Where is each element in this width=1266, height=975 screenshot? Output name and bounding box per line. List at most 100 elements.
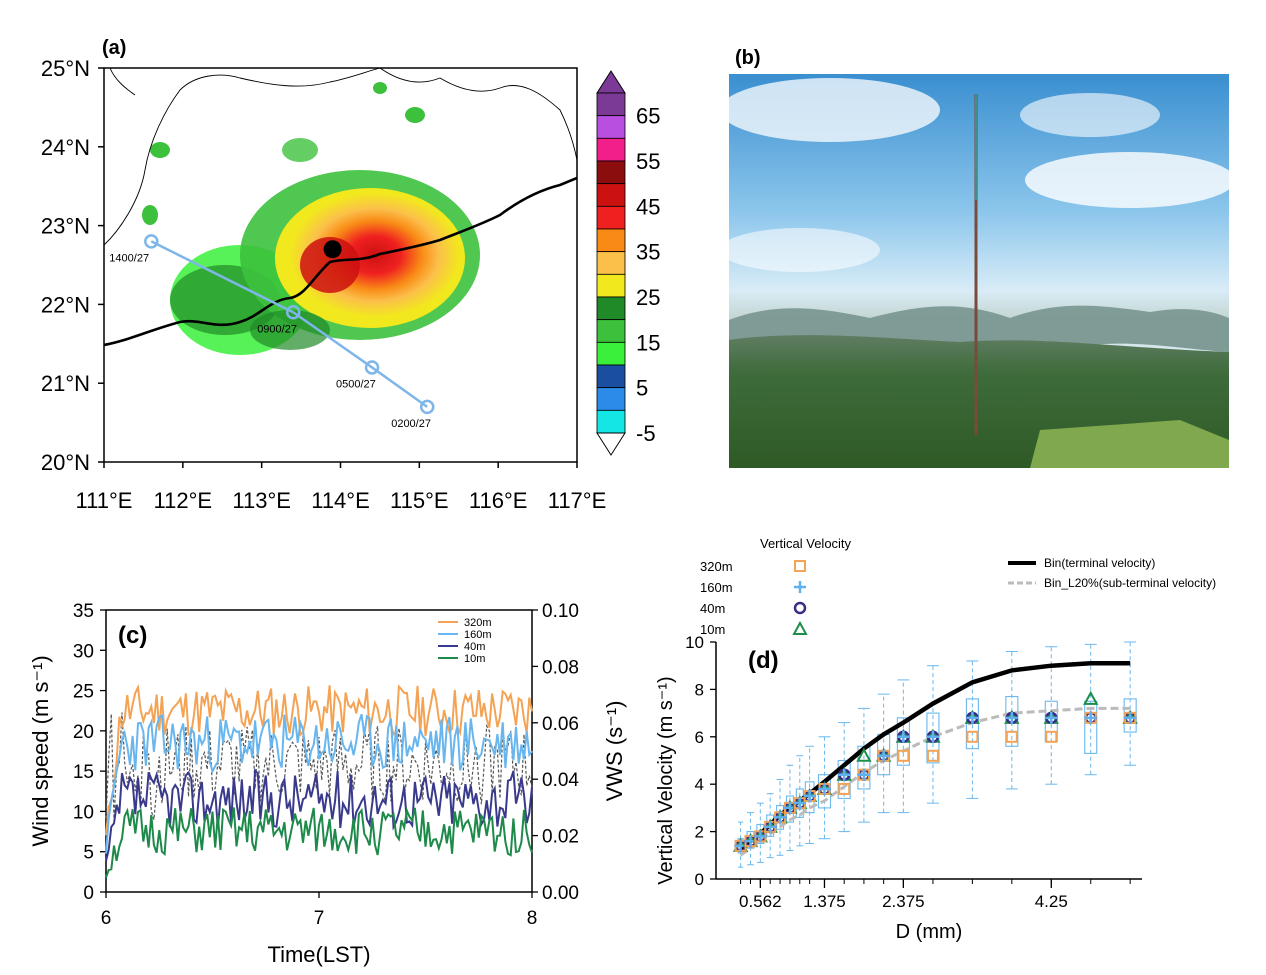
legend-level-marker xyxy=(794,560,806,572)
y2-tick-label-c: 0.10 xyxy=(542,601,579,622)
track-label: 0200/27 xyxy=(391,418,431,430)
y-tick-label-c: 5 xyxy=(83,843,94,864)
y-axis-title-d: Vertical Velocity (m s⁻¹) xyxy=(655,676,677,884)
y2-tick-label-c: 0.08 xyxy=(542,657,579,678)
legend-label-c: 40m xyxy=(464,641,485,653)
vws-line xyxy=(105,712,533,820)
marker-160m xyxy=(793,797,806,810)
lon-tick-label: 112°E xyxy=(154,488,213,513)
marker-160m xyxy=(764,820,777,833)
colorbar-segment xyxy=(596,387,626,411)
marker-10m xyxy=(856,747,872,762)
subterminal-velocity-curve xyxy=(739,706,1131,857)
y-tick-label-d: 4 xyxy=(695,775,704,794)
colorbar-segment xyxy=(596,115,626,139)
lon-tick-label: 114°E xyxy=(311,488,370,513)
axes-d: 0 2 4 6 8 10 0.562 1.375 2.375 4.25 D (mm) Vertical… xyxy=(655,633,1131,943)
marker-160m xyxy=(803,790,816,803)
marker-160m xyxy=(1084,711,1097,724)
y-tick-label-d: 10 xyxy=(685,633,704,652)
legend-label-c: 10m xyxy=(464,653,485,665)
panel-d-label: (d) xyxy=(748,647,779,674)
legend-level-label: 160m xyxy=(700,580,733,595)
y-tick-label-d: 2 xyxy=(695,823,704,842)
province-border-3 xyxy=(109,68,136,96)
marker-160m xyxy=(857,768,870,781)
radar-field xyxy=(104,68,577,355)
lat-tick-label: 24°N xyxy=(41,135,90,160)
box-body xyxy=(1084,700,1098,754)
colorbar-segment xyxy=(596,160,626,185)
colorbar-segment xyxy=(596,319,626,343)
y2-axis-title-c: VWS (s⁻¹) xyxy=(602,701,627,802)
marker-160m xyxy=(926,730,939,743)
marker-160m xyxy=(754,830,767,843)
photo-field xyxy=(1030,420,1229,468)
cloud-4 xyxy=(720,228,880,272)
colorbar-label: 65 xyxy=(636,104,660,129)
legend-label-c: 160m xyxy=(464,629,492,641)
y2-tick-label-c: 0.06 xyxy=(542,714,579,735)
marker-160m xyxy=(1045,711,1058,724)
y-tick-label-c: 10 xyxy=(73,802,94,823)
x-tick-label-c: 6 xyxy=(101,908,112,929)
series-line-160m xyxy=(105,713,533,854)
panel-d: (d) 0 2 4 6 8 10 0.562 1.375 2.375 4.25 D (mm) Vert… xyxy=(655,536,1216,943)
track-point xyxy=(364,360,380,375)
lon-tick-label: 113°E xyxy=(232,488,291,513)
colorbar-label: 25 xyxy=(636,285,660,310)
y-tick-label-c: 15 xyxy=(73,762,94,783)
legend-title-d: Vertical Velocity xyxy=(760,536,852,551)
y-tick-label-c: 20 xyxy=(73,722,94,743)
lon-tick-label: 115°E xyxy=(390,488,449,513)
echo-small-2 xyxy=(142,205,158,225)
x-tick-label-d: 4.25 xyxy=(1035,892,1068,911)
panel-b: (b) xyxy=(720,47,1235,468)
lon-tick-label: 111°E xyxy=(76,488,133,513)
colorbar-segment xyxy=(596,251,626,275)
x-tick-label-c: 7 xyxy=(314,908,325,929)
legend-level-label: 40m xyxy=(700,601,725,616)
y2-tick-label-c: 0.00 xyxy=(542,883,579,904)
track-label: 0500/27 xyxy=(336,378,376,390)
echo-small-3 xyxy=(282,138,318,162)
legend-subterminal-label: Bin_L20%(sub-terminal velocity) xyxy=(1044,576,1216,590)
marker-320m xyxy=(966,730,979,743)
colorbar: 65 55 45 35 25 15 5 -5 xyxy=(596,70,660,456)
panel-a: (a) 25°N 24°N 23°N 22°N 21°N 20°N 111°E 112°E 11… xyxy=(41,37,661,513)
marker-160m xyxy=(897,730,910,743)
cloud-1 xyxy=(720,78,940,142)
echo-small-5 xyxy=(373,82,387,94)
track-point xyxy=(144,234,159,249)
axes-c: 0 5 10 15 20 25 30 35 0.00 0.02 0.04 0.06 0.08 0.10 6 7… xyxy=(28,601,627,967)
echo-darkgreen-s xyxy=(250,310,330,350)
colorbar-segment xyxy=(596,296,626,321)
cloud-2 xyxy=(1025,152,1235,208)
colorbar-segment xyxy=(596,205,626,230)
province-border-1 xyxy=(104,68,381,246)
lat-tick-label: 22°N xyxy=(41,292,90,317)
typhoon-track: 1400/27 0900/27 0500/27 0200/27 xyxy=(109,234,435,430)
province-border-2 xyxy=(379,68,577,161)
lat-tick-label: 20°N xyxy=(41,450,90,475)
track-point xyxy=(419,399,435,415)
colorbar-segment xyxy=(596,92,626,117)
y-axis-title-c: Wind speed (m s⁻¹) xyxy=(28,655,53,846)
colorbar-segment xyxy=(596,409,626,434)
x-tick-label-c: 8 xyxy=(527,908,538,929)
marker-160m xyxy=(774,811,787,824)
colorbar-label: 15 xyxy=(636,330,660,355)
series-line-10m xyxy=(105,807,533,878)
legend-label-c: 320m xyxy=(464,617,492,629)
lon-tick-label: 117°E xyxy=(548,488,607,513)
y2-tick-label-c: 0.04 xyxy=(542,770,579,791)
lat-tick-label: 23°N xyxy=(41,214,90,239)
panel-b-label: (b) xyxy=(735,47,761,69)
echo-small-4 xyxy=(405,107,425,123)
y-tick-label-c: 25 xyxy=(73,682,94,703)
lat-tick-label: 25°N xyxy=(41,56,90,81)
cloud-3 xyxy=(1020,93,1160,137)
colorbar-label: -5 xyxy=(636,421,656,446)
colorbar-top-arrow xyxy=(596,70,626,94)
